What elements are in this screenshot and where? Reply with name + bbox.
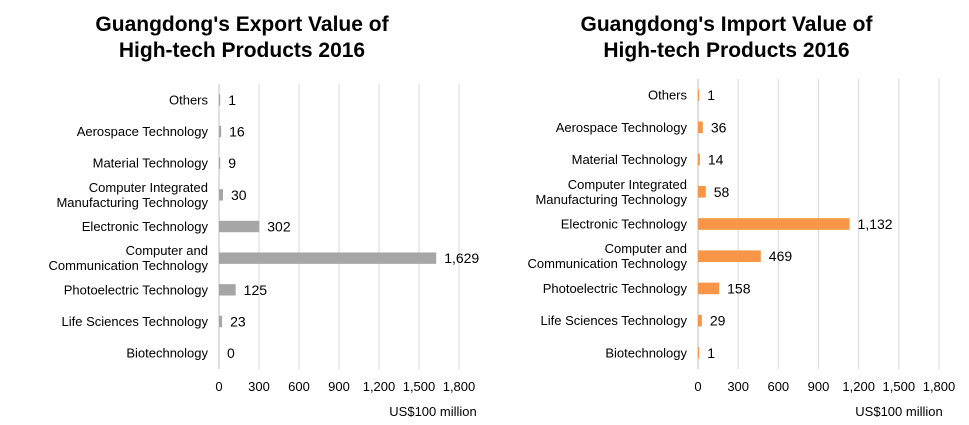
bar (698, 185, 706, 198)
bar (698, 347, 700, 359)
chart-title: Guangdong's Export Value of High-tech Pr… (0, 12, 484, 64)
import-chart-svg: 0 300 600 900 1,200 1,500 1,800 1 Others 36 Aerosp… (528, 79, 956, 419)
category-label: Photoelectric Technology (543, 281, 688, 296)
x-tick-label: 1,800 (923, 379, 956, 394)
data-label: 469 (769, 248, 793, 264)
x-axis-unit-label: US$100 million (855, 404, 942, 419)
chart-title-line-2: High-tech Products 2016 (603, 39, 850, 62)
data-label: 1 (707, 345, 715, 361)
category-label: Biotechnology (605, 345, 687, 360)
category-label: Electronic Technology (561, 217, 688, 232)
x-tick-label: 600 (288, 379, 310, 394)
x-tick-label: 300 (727, 379, 749, 394)
category-label: Computer Integrated Manufacturing Technol… (535, 177, 687, 207)
bar (698, 250, 761, 263)
bar (698, 314, 702, 327)
x-tick-label: 900 (328, 379, 350, 394)
x-tick-label: 300 (248, 379, 270, 394)
chart-title-line-1: Guangdong's Export Value of (95, 13, 389, 36)
x-tick-label: 0 (215, 379, 222, 394)
x-tick-label: 1,500 (883, 379, 916, 394)
x-axis-unit-label: US$100 million (389, 404, 476, 419)
export-chart-svg: 0 300 600 900 1,200 1,500 1,8001Others16Aerosp… (49, 84, 479, 419)
bar (219, 220, 260, 233)
data-label: 16 (229, 124, 245, 140)
category-label: Computer and Communication Technology (49, 243, 209, 273)
bar (219, 252, 437, 264)
data-label: 23 (230, 314, 246, 330)
category-label: Electronic Technology (82, 219, 209, 234)
x-tick-label: 1,500 (403, 379, 436, 394)
data-label: 36 (711, 119, 727, 135)
category-label: Computer and Communication Technology (528, 241, 688, 271)
bar (219, 315, 223, 328)
data-label: 0 (227, 345, 235, 361)
chart-title-line-2: High-tech Products 2016 (118, 39, 366, 62)
category-label: Life Sciences Technology (62, 314, 209, 329)
category-label: Others (169, 92, 209, 107)
bar (698, 153, 700, 166)
data-label: 9 (228, 155, 236, 171)
bar (219, 125, 222, 138)
data-label: 1,629 (444, 250, 479, 266)
category-label: Others (648, 88, 688, 103)
x-tick-label: 1,200 (842, 379, 875, 394)
category-label: Material Technology (93, 156, 209, 171)
data-label: 30 (231, 187, 247, 203)
bar (219, 94, 221, 106)
bar (698, 282, 720, 295)
data-label: 29 (710, 313, 726, 329)
bar (219, 189, 223, 201)
data-label: 14 (708, 152, 724, 168)
data-label: 302 (267, 219, 291, 235)
category-label: Aerospace Technology (77, 124, 209, 139)
category-label: Life Sciences Technology (541, 313, 688, 328)
data-label: 1 (707, 87, 715, 103)
x-tick-label: 0 (694, 379, 701, 394)
data-label: 125 (244, 282, 268, 298)
category-label: Biotechnology (126, 346, 208, 361)
x-tick-label: 1,800 (443, 379, 476, 394)
x-tick-label: 900 (808, 379, 830, 394)
category-label: Material Technology (572, 152, 688, 167)
data-label: 158 (727, 280, 751, 296)
chart-title-line-1: Guangdong's Import Value of (580, 13, 873, 36)
bar (698, 89, 700, 101)
data-label: 1 (228, 92, 236, 108)
x-tick-label: 1,200 (363, 379, 396, 394)
bar (698, 218, 850, 230)
category-label: Computer Integrated Manufacturing Technol… (56, 180, 208, 210)
data-label: 58 (714, 184, 730, 200)
x-tick-label: 600 (767, 379, 789, 394)
chart-title: Guangdong's Import Value of High-tech Pr… (484, 12, 969, 64)
bar (219, 284, 236, 296)
bar (219, 157, 221, 169)
category-label: Aerospace Technology (556, 120, 688, 135)
export-chart-panel: Guangdong's Export Value of High-tech Pr… (0, 0, 484, 425)
import-chart-panel: Guangdong's Import Value of High-tech Pr… (484, 0, 969, 425)
bar (698, 121, 703, 134)
category-label: Photoelectric Technology (64, 282, 209, 297)
data-label: 1,132 (858, 216, 893, 232)
